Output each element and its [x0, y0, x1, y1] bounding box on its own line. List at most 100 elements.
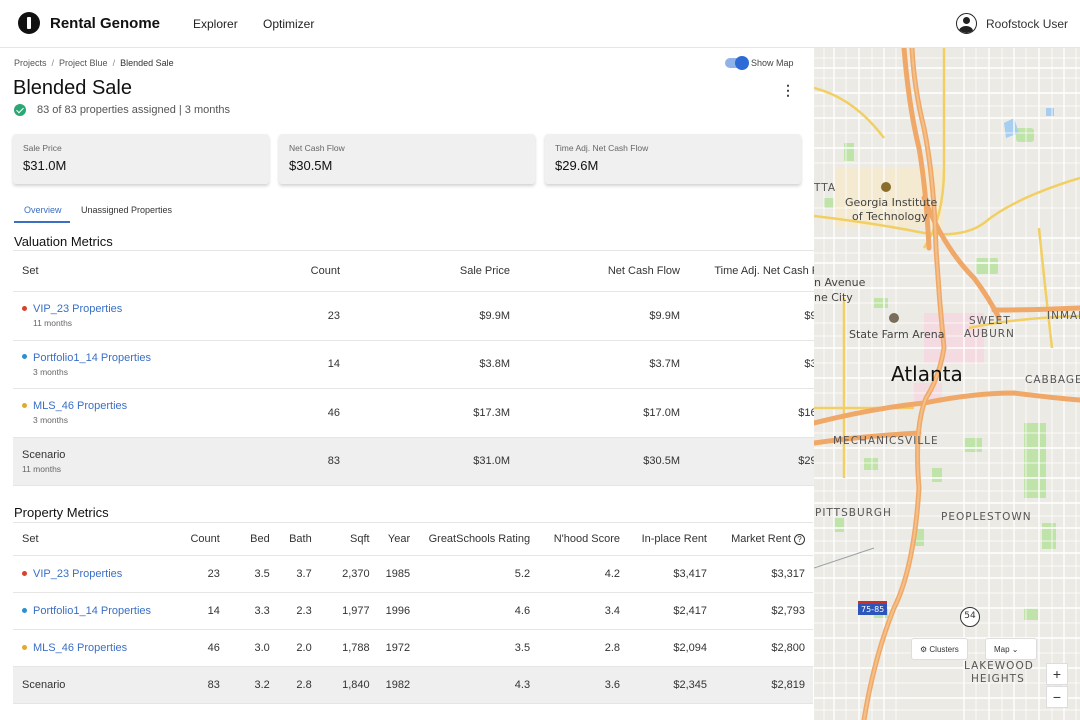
brand-name[interactable]: Rental Genome	[50, 15, 161, 32]
tab-overview[interactable]: Overview	[24, 205, 62, 215]
set-cell: MLS_46 Properties	[13, 630, 173, 667]
map-label-pittsburgh: PITTSBURGH	[815, 507, 892, 519]
set-link[interactable]: MLS_46 Properties	[33, 400, 128, 413]
set-link[interactable]: MLS_46 Properties	[33, 642, 128, 654]
col-count[interactable]: Count	[310, 265, 340, 277]
set-duration: 3 months	[33, 366, 68, 377]
col-greatschools[interactable]: GreatSchools Rating	[428, 533, 531, 545]
market-rent-cell: $2,793	[771, 605, 805, 617]
table-row: VIP_23 Properties 23 3.5 3.7 2,370 1985 …	[13, 556, 813, 593]
count-cell: 14	[327, 358, 340, 371]
schools-cell: 4.3	[514, 679, 531, 691]
col-bed[interactable]: Bed	[250, 533, 270, 545]
property-metrics-table: Set Count Bed Bath Sqft Year GreatSchool…	[13, 522, 813, 704]
map-canvas[interactable]	[814, 48, 1080, 720]
col-market-rent[interactable]: Market Rent?	[715, 523, 813, 556]
page-title: Blended Sale	[13, 77, 132, 99]
valuation-metrics-table: Set Count Sale Price Net Cash Flow Time …	[13, 250, 814, 486]
set-duration: 11 months	[33, 318, 73, 329]
rental-genome-logo-icon[interactable]	[18, 12, 40, 34]
year-cell: 1972	[385, 642, 411, 654]
user-avatar-icon[interactable]	[956, 13, 977, 34]
table-header-row: Set Count Bed Bath Sqft Year GreatSchool…	[13, 522, 813, 556]
market-rent-cell: $2,819	[771, 679, 805, 691]
map-label-state-farm-arena: State Farm Arena	[849, 328, 945, 341]
scenario-label: Scenario	[22, 679, 66, 691]
set-link[interactable]: Portfolio1_14 Properties	[33, 351, 152, 364]
set-link[interactable]: Portfolio1_14 Properties	[33, 605, 152, 617]
bed-cell: 3.3	[254, 605, 270, 617]
schools-cell: 4.6	[514, 605, 531, 617]
market-rent-cell: $3,317	[771, 568, 805, 580]
scenario-panel: Projects / Project Blue / Blended Sale Show …	[0, 48, 814, 720]
map-label-cabbagetown: CABBAGE	[1025, 374, 1080, 386]
nav-explorer[interactable]: Explorer	[193, 17, 238, 31]
bath-cell: 2.0	[296, 642, 312, 654]
map-label-city: ne City	[814, 291, 853, 304]
map-view[interactable]: Georgia Institute of Technology TTA n Av…	[814, 48, 1080, 720]
map-label-sweet: SWEET	[969, 315, 1011, 327]
set-link[interactable]: VIP_23 Properties	[33, 568, 123, 580]
show-map-toggle[interactable]	[725, 56, 749, 70]
map-label-georgia-tech: Georgia Institute	[845, 196, 938, 209]
count-cell: 46	[207, 642, 220, 654]
set-cell: VIP_23 Properties 11 months	[13, 292, 263, 341]
route-54-shield-icon: 54	[960, 607, 980, 627]
info-icon[interactable]: ?	[794, 533, 805, 545]
breadcrumb-projects[interactable]: Projects	[14, 58, 47, 68]
map-label-inman: INMAI	[1047, 310, 1080, 322]
count-cell: 23	[327, 309, 340, 322]
col-net-cash-flow[interactable]: Net Cash Flow	[607, 265, 680, 277]
set-color-dot-icon	[22, 354, 27, 360]
table-row: MLS_46 Properties 3 months 46 $17.3M $17.…	[13, 389, 814, 438]
net-cash-flow-cell: $9.9M	[649, 309, 680, 322]
set-cell: Portfolio1_14 Properties	[13, 593, 173, 630]
tab-unassigned-properties[interactable]: Unassigned Properties	[81, 205, 173, 215]
scenario-total-row: Scenario 11 months 83 $31.0M $30.5M $29.6…	[13, 437, 814, 486]
count-cell: 46	[327, 406, 340, 419]
valuation-metrics-title: Valuation Metrics	[14, 234, 113, 249]
more-options-icon[interactable]: ⋮	[781, 82, 795, 98]
col-set[interactable]: Set	[22, 265, 39, 277]
col-sale-price[interactable]: Sale Price	[459, 265, 510, 277]
set-cell: Scenario	[13, 667, 173, 704]
net-cash-flow-cell: $17.0M	[643, 406, 680, 419]
col-inplace-rent[interactable]: In-place Rent	[641, 533, 707, 545]
user-name[interactable]: Roofstock User	[986, 17, 1069, 31]
sqft-cell: 1,840	[342, 679, 370, 691]
breadcrumb-project-blue[interactable]: Project Blue	[59, 58, 108, 68]
sqft-cell: 1,977	[342, 605, 370, 617]
table-row: MLS_46 Properties 46 3.0 2.0 1,788 1972 …	[13, 630, 813, 667]
set-cell: MLS_46 Properties 3 months	[13, 389, 263, 438]
year-cell: 1996	[385, 605, 411, 617]
map-label-heights: HEIGHTS	[971, 673, 1025, 685]
set-color-dot-icon	[22, 305, 27, 311]
schools-cell: 3.5	[514, 642, 531, 654]
zoom-out-button[interactable]: −	[1046, 686, 1068, 708]
set-color-dot-icon	[22, 607, 27, 613]
table-row: Portfolio1_14 Properties 3 months 14 $3.8…	[13, 340, 814, 389]
col-time-adj-net-cash-flow[interactable]: Time Adj. Net Cash Flow	[714, 265, 814, 277]
map-type-label: Map	[994, 645, 1010, 654]
summary-card-net-cash-flow: Net Cash Flow $30.5M	[279, 134, 535, 184]
map-type-select[interactable]: Map ⌄	[985, 638, 1037, 660]
clusters-button[interactable]: ⚙ Clusters	[911, 638, 968, 660]
table-row: VIP_23 Properties 11 months 23 $9.9M $9.9…	[13, 292, 814, 341]
set-link[interactable]: VIP_23 Properties	[33, 303, 123, 316]
table-header-row: Set Count Sale Price Net Cash Flow Time …	[13, 250, 814, 292]
zoom-in-button[interactable]: +	[1046, 663, 1068, 685]
col-nhood-score[interactable]: N'hood Score	[553, 533, 621, 545]
map-label-auburn: AUBURN	[964, 328, 1015, 340]
col-bath[interactable]: Bath	[289, 533, 312, 545]
col-sqft[interactable]: Sqft	[350, 533, 370, 545]
col-count[interactable]: Count	[190, 533, 220, 545]
col-year[interactable]: Year	[387, 533, 411, 545]
count-cell: 83	[327, 455, 340, 468]
set-duration: 11 months	[22, 463, 62, 474]
schools-cell: 5.2	[514, 568, 531, 580]
nav-optimizer[interactable]: Optimizer	[263, 17, 315, 31]
set-color-dot-icon	[22, 644, 27, 650]
nhood-cell: 4.2	[604, 568, 621, 580]
map-label-of-technology: of Technology	[852, 210, 928, 223]
col-set[interactable]: Set	[22, 533, 39, 545]
